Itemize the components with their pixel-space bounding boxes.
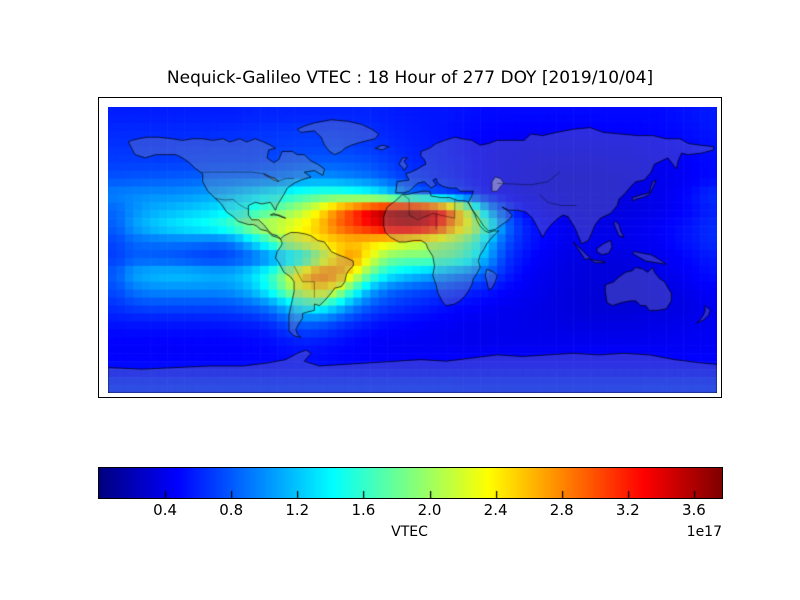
colorbar-tick-label: 1.2 bbox=[285, 501, 310, 519]
colorbar-frame bbox=[98, 467, 723, 499]
colorbar-tick-label: 2.0 bbox=[417, 501, 442, 519]
colorbar-gradient bbox=[99, 468, 722, 498]
colorbar-tick-label: 2.4 bbox=[483, 501, 508, 519]
colorbar-tick-label: 0.8 bbox=[219, 501, 244, 519]
colorbar-exponent-label: 1e17 bbox=[686, 524, 722, 540]
plot-title: Nequick-Galileo VTEC : 18 Hour of 277 DO… bbox=[166, 68, 654, 88]
vtec-heatmap-world-map bbox=[108, 107, 717, 393]
colorbar-tick-label: 0.4 bbox=[153, 501, 178, 519]
colorbar-axis-label: VTEC bbox=[391, 524, 428, 540]
colorbar-tick-label: 3.2 bbox=[615, 501, 640, 519]
colorbar-tick-label: 2.8 bbox=[549, 501, 574, 519]
colorbar-tick-label: 3.6 bbox=[681, 501, 706, 519]
colorbar-tick-label: 1.6 bbox=[351, 501, 376, 519]
